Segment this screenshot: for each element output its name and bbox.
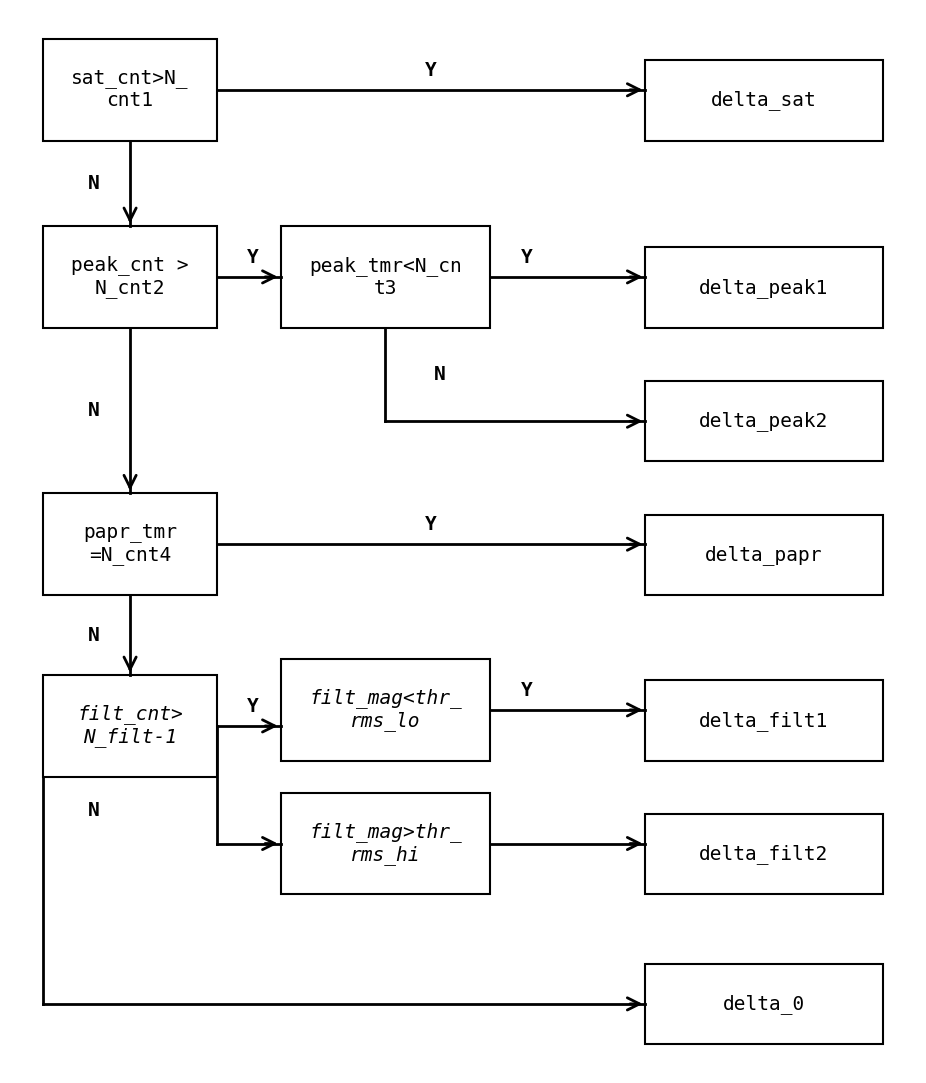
Text: delta_filt2: delta_filt2 bbox=[699, 845, 829, 864]
FancyBboxPatch shape bbox=[645, 61, 882, 141]
FancyBboxPatch shape bbox=[645, 381, 882, 461]
Text: Y: Y bbox=[247, 248, 259, 268]
Text: delta_0: delta_0 bbox=[723, 994, 805, 1014]
Text: peak_cnt >
N_cnt2: peak_cnt > N_cnt2 bbox=[71, 256, 189, 298]
FancyBboxPatch shape bbox=[281, 226, 491, 328]
Text: Y: Y bbox=[425, 516, 437, 534]
FancyBboxPatch shape bbox=[44, 675, 217, 777]
FancyBboxPatch shape bbox=[281, 793, 491, 895]
FancyBboxPatch shape bbox=[645, 814, 882, 895]
Text: delta_papr: delta_papr bbox=[706, 545, 822, 565]
Text: filt_mag>thr_
rms_hi: filt_mag>thr_ rms_hi bbox=[309, 822, 462, 865]
FancyBboxPatch shape bbox=[645, 964, 882, 1044]
FancyBboxPatch shape bbox=[645, 680, 882, 760]
Text: N: N bbox=[88, 800, 99, 820]
Text: delta_filt1: delta_filt1 bbox=[699, 710, 829, 731]
Text: N: N bbox=[88, 401, 99, 420]
Text: Y: Y bbox=[521, 681, 532, 700]
FancyBboxPatch shape bbox=[44, 494, 217, 595]
Text: N: N bbox=[434, 365, 446, 384]
Text: peak_tmr<N_cn
t3: peak_tmr<N_cn t3 bbox=[309, 256, 462, 298]
Text: N: N bbox=[88, 174, 99, 193]
Text: N: N bbox=[88, 626, 99, 644]
FancyBboxPatch shape bbox=[281, 660, 491, 760]
Text: papr_tmr
=N_cnt4: papr_tmr =N_cnt4 bbox=[83, 523, 177, 565]
Text: filt_mag<thr_
rms_lo: filt_mag<thr_ rms_lo bbox=[309, 689, 462, 731]
Text: sat_cnt>N_
cnt1: sat_cnt>N_ cnt1 bbox=[71, 69, 189, 110]
FancyBboxPatch shape bbox=[645, 248, 882, 328]
Text: delta_sat: delta_sat bbox=[711, 91, 817, 110]
FancyBboxPatch shape bbox=[645, 514, 882, 595]
FancyBboxPatch shape bbox=[44, 226, 217, 328]
Text: delta_peak2: delta_peak2 bbox=[699, 412, 829, 431]
FancyBboxPatch shape bbox=[44, 39, 217, 141]
Text: filt_cnt>
N_filt-1: filt_cnt> N_filt-1 bbox=[77, 704, 183, 747]
Text: Y: Y bbox=[247, 697, 259, 716]
Text: Y: Y bbox=[521, 248, 532, 268]
Text: delta_peak1: delta_peak1 bbox=[699, 277, 829, 298]
Text: Y: Y bbox=[425, 61, 437, 80]
